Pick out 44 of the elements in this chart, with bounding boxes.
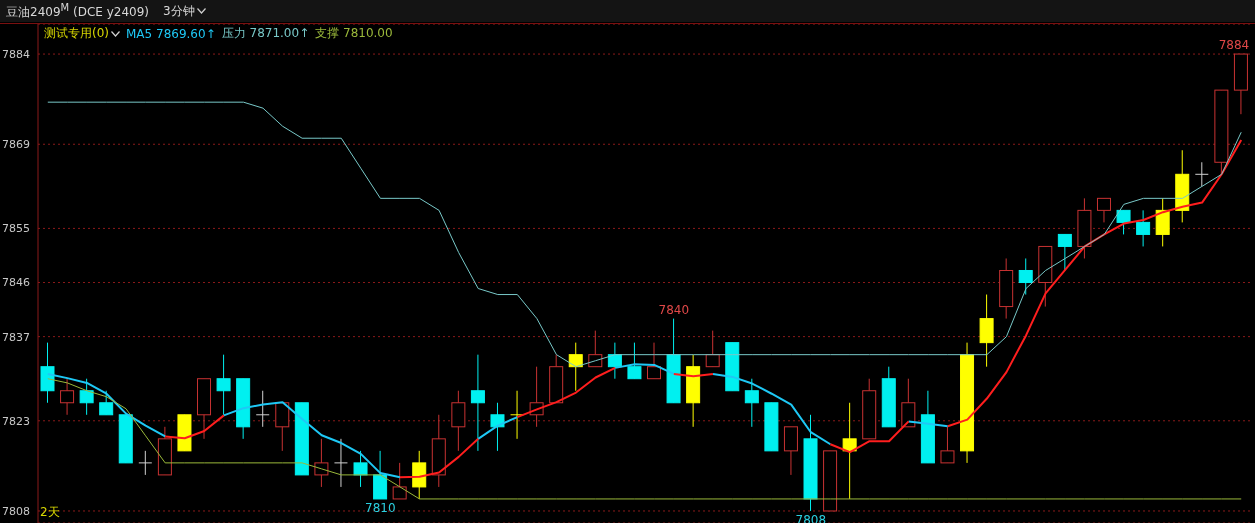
candlestick [353, 450, 368, 488]
candlestick [60, 378, 75, 416]
chart-subtitle: 3分钟 [163, 2, 196, 20]
annotation: 7810 [365, 500, 396, 515]
candlestick [705, 330, 720, 368]
candlestick [490, 402, 505, 452]
annotation: 2天 [40, 504, 60, 521]
candlestick [568, 342, 583, 392]
candlestick [216, 354, 231, 416]
y-tick-label: 7837 [2, 330, 30, 344]
candlestick [392, 462, 407, 500]
legend-title: 测试专用(0) [44, 25, 110, 42]
candlestick [1116, 209, 1131, 235]
candlestick [940, 426, 955, 464]
y-tick-label: 7808 [2, 504, 30, 518]
candlestick [588, 330, 603, 368]
line-series [47, 101, 1242, 368]
text: 支撑 7810.00 [315, 25, 393, 42]
text: 压力 7871.00↑ [221, 25, 310, 42]
y-tick-label: 7869 [2, 138, 30, 152]
candlestick [1018, 257, 1033, 296]
chart-title: 豆油2409$^{M}$ (DCE y2409) [6, 1, 150, 21]
y-tick-label: 7823 [2, 414, 30, 428]
candlestick [627, 342, 642, 380]
candlestick [1096, 197, 1111, 223]
candlestick [470, 354, 485, 452]
candlestick [99, 390, 114, 416]
candlestick [333, 438, 348, 488]
y-tick-label: 7846 [2, 276, 30, 290]
y-tick-label: 7884 [2, 47, 30, 61]
candlestick [744, 378, 759, 428]
annotation: 7840 [658, 302, 690, 317]
candlestick [1136, 209, 1151, 247]
text: MA5 7869.60↑ [126, 26, 216, 41]
y-tick-label: 7855 [2, 222, 30, 236]
candlestick [314, 438, 329, 488]
candlestick [1194, 161, 1209, 187]
candlestick [79, 378, 94, 416]
candlestick [647, 342, 661, 380]
candlestick [842, 402, 857, 500]
candlestick [138, 450, 153, 476]
annotation: 7884 [1218, 38, 1250, 53]
candlestick [1057, 233, 1072, 271]
candlestick [255, 390, 270, 428]
